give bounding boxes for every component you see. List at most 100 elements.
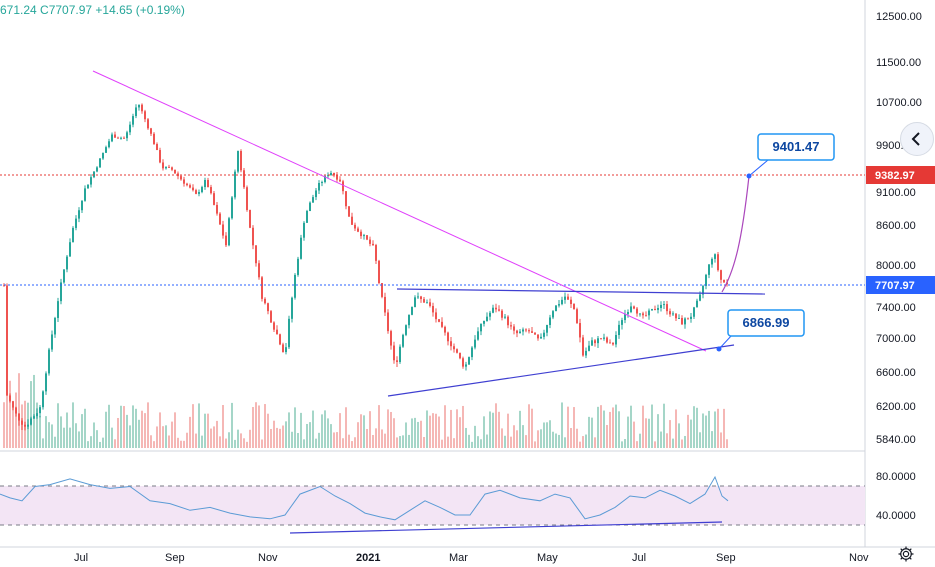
y-tick: 12500.00: [876, 11, 922, 23]
candle-body: [642, 313, 644, 316]
candle-body: [99, 158, 101, 168]
candle-body: [483, 321, 485, 324]
volume-bar: [432, 413, 434, 448]
volume-bar: [99, 441, 101, 448]
volume-bar: [714, 411, 716, 448]
projection-curve: [721, 175, 750, 293]
volume-bar: [618, 411, 620, 448]
candle-body: [198, 192, 200, 194]
candle-body: [132, 116, 134, 125]
candle-body: [78, 210, 80, 219]
candle-body: [546, 324, 548, 333]
volume-bar: [324, 410, 326, 448]
candle-body: [684, 318, 686, 325]
volume-bar: [534, 441, 536, 448]
volume-bar: [51, 424, 53, 448]
volume-bar: [720, 432, 722, 448]
volume-bar: [474, 425, 476, 448]
volume-bar: [6, 376, 8, 448]
candle-body: [447, 332, 449, 342]
candle-body: [522, 329, 524, 332]
candle-body: [438, 319, 440, 322]
candle-body: [504, 316, 506, 318]
candle-body: [51, 334, 53, 350]
candle-body: [309, 202, 311, 212]
candle-body: [582, 337, 584, 356]
volume-bar: [441, 439, 443, 448]
volume-bar: [219, 436, 221, 448]
y-tick: 10700.00: [876, 97, 922, 109]
volume-bar: [435, 413, 437, 448]
volume-bar: [333, 432, 335, 448]
candle-body: [156, 143, 158, 151]
candle-body: [186, 183, 188, 186]
chevron-left-icon: [911, 132, 920, 146]
volume-bar: [75, 423, 77, 448]
gear-icon[interactable]: [897, 545, 915, 563]
volume-bar: [663, 403, 665, 448]
candle-body: [45, 373, 47, 392]
callout-9401[interactable]: 9401.47: [757, 133, 835, 161]
volume-bar: [678, 423, 680, 448]
volume-bar: [360, 414, 362, 448]
volume-bar: [147, 402, 149, 448]
volume-bar: [630, 405, 632, 448]
price-axis[interactable]: 12500.00 11500.00 10700.00 9900.00 9100.…: [876, 11, 922, 446]
volume-bar: [528, 404, 530, 448]
volume-bar: [633, 421, 635, 448]
volume-bar: [498, 411, 500, 448]
time-axis[interactable]: Jul Sep Nov 2021 Mar May Jul Sep Nov: [74, 552, 869, 564]
volume-bar: [276, 427, 278, 448]
volume-bar: [483, 416, 485, 448]
candle-body: [297, 258, 299, 275]
candle-body: [345, 191, 347, 207]
candle-body: [21, 420, 23, 425]
candle-body: [330, 172, 332, 176]
volume-bar: [87, 441, 89, 448]
volume-bar: [429, 415, 431, 448]
candle-body: [48, 349, 50, 374]
volume-bar: [705, 415, 707, 448]
resistance-line[interactable]: [396, 288, 766, 295]
volume-bar: [711, 431, 713, 448]
candle-body: [480, 323, 482, 332]
callout-6866[interactable]: 6866.99: [727, 309, 805, 337]
candle-body: [357, 228, 359, 232]
candle-body: [717, 254, 719, 271]
volume-bar: [522, 425, 524, 448]
support-line[interactable]: [387, 344, 735, 397]
volume-bar: [174, 412, 176, 448]
rsi-trendline[interactable]: [289, 521, 723, 534]
volume-bar: [183, 440, 185, 448]
candle-body: [708, 264, 710, 275]
candle-body: [429, 302, 431, 306]
candle-body: [168, 166, 170, 168]
candle-body: [435, 312, 437, 320]
candle-body: [393, 345, 395, 361]
volume-bar: [180, 440, 182, 448]
x-tick: May: [537, 552, 558, 564]
candle-body: [528, 330, 530, 332]
volume-bar: [648, 418, 650, 448]
callout-leader-top: [748, 159, 769, 177]
candle-body: [135, 107, 137, 117]
volume-bar: [543, 422, 545, 448]
candle-body: [495, 307, 497, 310]
descending-trendline[interactable]: [92, 70, 707, 352]
candle-body: [63, 269, 65, 283]
volume-bar: [72, 402, 74, 448]
candle-body: [585, 350, 587, 356]
volume-bar: [369, 411, 371, 448]
candle-body: [477, 331, 479, 340]
scroll-to-realtime-button[interactable]: [900, 122, 934, 156]
candle-body: [69, 242, 71, 257]
candle-body: [162, 162, 164, 169]
candle-body: [108, 141, 110, 148]
volume-bar: [306, 423, 308, 448]
candle-body: [306, 211, 308, 223]
candle-body: [249, 209, 251, 228]
candles: [3, 103, 728, 431]
volume-bar: [267, 413, 269, 448]
volume-bar: [222, 405, 224, 448]
